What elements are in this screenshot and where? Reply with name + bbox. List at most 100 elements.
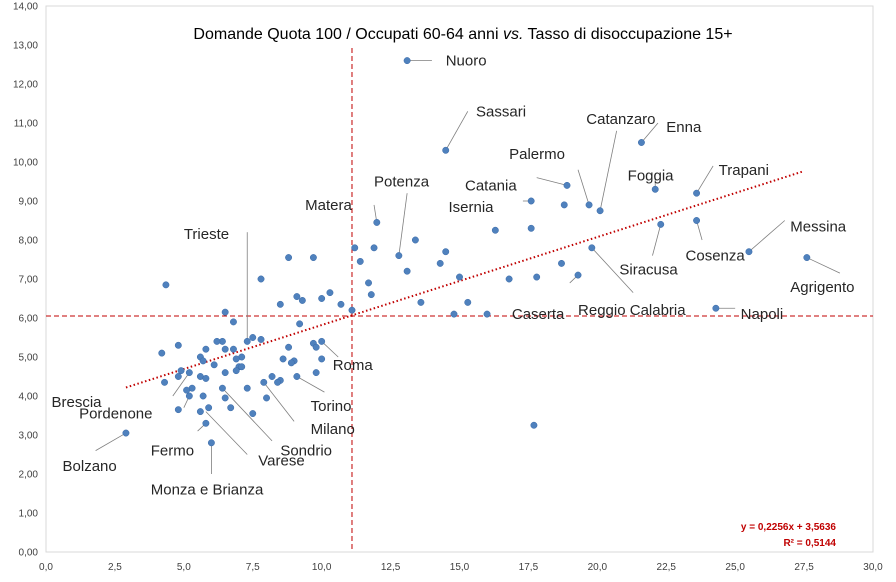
data-point [596,207,604,215]
data-point [279,355,287,363]
data-point [221,345,229,353]
data-point [417,298,425,306]
data-point [249,334,257,341]
data-point [712,304,720,312]
data-point [395,252,403,260]
data-point [450,310,458,318]
leader-line [95,432,127,451]
city-label: Monza e Brianza [151,482,264,499]
data-point [174,341,182,349]
city-label: Agrigento [790,279,854,296]
data-point [174,373,182,380]
data-point [276,300,284,308]
regression-equation: y = 0,2256x + 3,5636 [741,522,837,533]
data-point [574,271,582,279]
city-label: Milano [311,421,355,438]
data-point [436,259,444,267]
leader-line [599,130,618,211]
data-point [318,337,326,345]
data-point [122,429,130,437]
data-point [199,392,207,400]
data-point [312,369,320,377]
leader-line [296,376,325,393]
data-point [293,293,301,300]
y-tick-label: 4,00 [19,392,39,403]
data-point [161,378,168,386]
leader-line [696,165,714,194]
city-label: Siracusa [619,261,678,278]
city-label: Potenza [374,174,430,191]
leader-line [577,169,590,206]
x-tick-label: 15,0 [450,562,470,573]
data-point [230,318,237,326]
chart-title: Domande Quota 100 / Occupati 60-64 anni … [193,26,732,43]
leader-line [652,224,662,256]
x-tick-label: 25,0 [725,562,745,573]
city-label: Catania [465,177,517,194]
data-point [199,357,207,365]
city-label: Isernia [448,199,494,216]
data-point [442,146,450,154]
data-point [287,359,295,367]
y-tick-label: 6,00 [19,314,39,325]
data-point [202,419,210,427]
data-point [296,320,304,328]
leader-line [641,122,659,143]
city-label: Fermo [151,443,194,460]
y-tick-label: 5,00 [19,353,39,364]
data-point [268,373,276,380]
city-label: Sassari [476,103,526,120]
data-point [285,254,293,261]
data-point [505,275,513,283]
city-label: Catanzaro [586,111,655,128]
city-label: Enna [666,119,702,136]
city-label: Caserta [512,306,565,323]
city-label: Bolzano [63,458,117,475]
y-tick-label: 13,00 [13,41,38,52]
leader-line [222,387,273,442]
data-point [174,406,182,414]
x-tick-label: 17,5 [519,562,539,573]
data-point [210,361,218,369]
data-point [274,378,282,386]
data-point [367,291,375,299]
leader-line [806,257,841,274]
data-point [560,201,568,209]
data-point [563,181,571,189]
city-label: Brescia [52,394,103,411]
chart-title-part: Domande Quota 100 / Occupati 60-64 anni [193,26,503,43]
chart-title-part: vs. [503,26,523,43]
data-point [232,367,240,375]
data-point [230,345,237,353]
data-point [183,386,191,394]
data-point [348,306,356,314]
data-point [558,259,565,267]
data-point [249,410,257,417]
data-point [202,345,210,353]
x-tick-label: 22,5 [657,562,677,573]
data-point [693,217,701,224]
data-point [745,248,753,256]
x-tick-label: 20,0 [588,562,608,573]
y-tick-label: 14,00 [13,2,38,13]
y-tick-label: 3,00 [19,431,39,442]
data-point [232,355,240,363]
data-point [185,369,193,377]
leader-line [536,177,568,186]
data-point [293,373,301,380]
data-point [483,310,491,318]
data-point [243,337,251,345]
data-point [196,408,204,416]
leader-line [205,411,248,455]
y-tick-label: 8,00 [19,236,39,247]
city-label: Palermo [509,146,565,163]
data-point [326,289,334,297]
data-point [356,258,364,265]
data-point [527,197,535,205]
leader-line [172,372,190,397]
data-point [263,394,270,402]
city-label: Trieste [184,226,229,243]
trendline [125,170,805,389]
